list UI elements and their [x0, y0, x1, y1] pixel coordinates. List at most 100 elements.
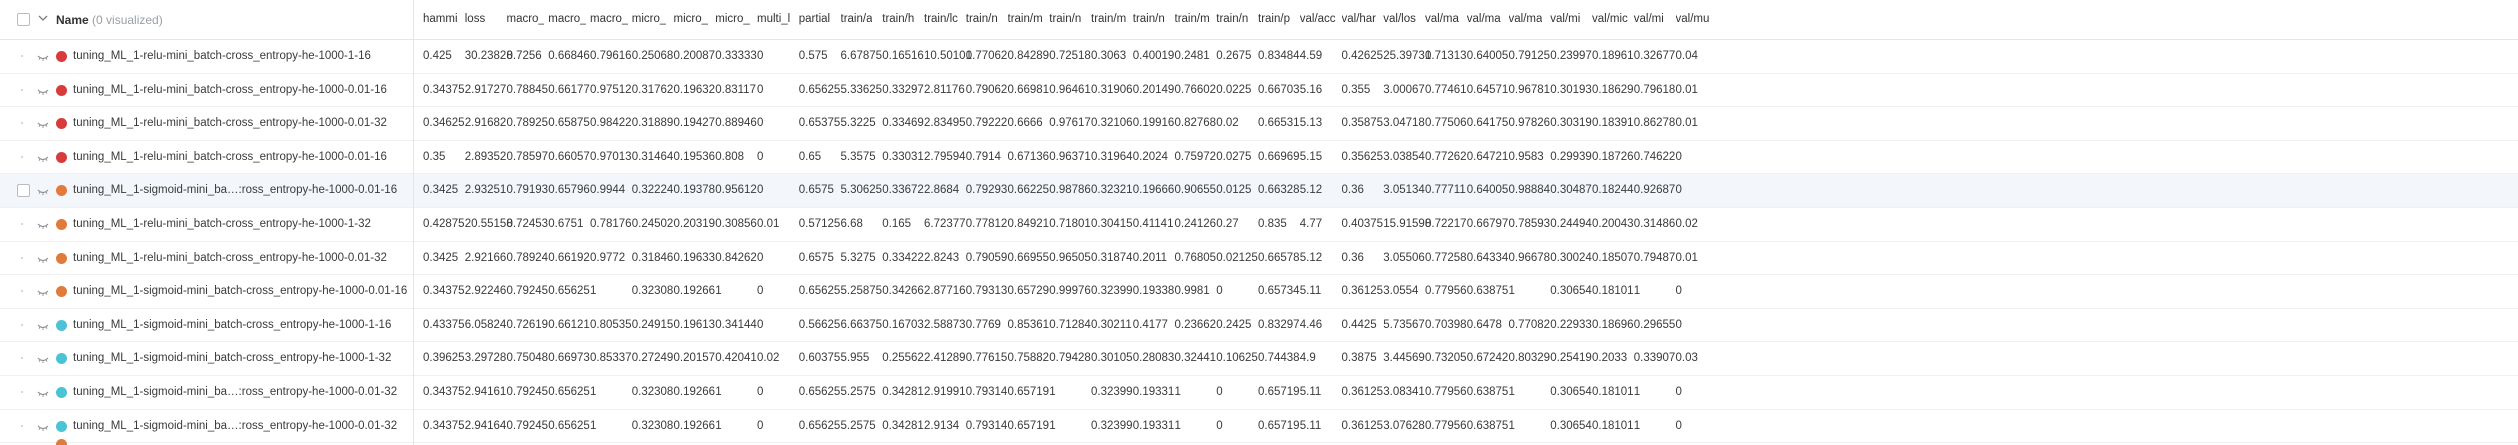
- column-header[interactable]: val/mic: [1592, 13, 1628, 25]
- visibility-toggle-icon[interactable]: [37, 152, 49, 164]
- run-name-cell[interactable]: tuning_ML_1-relu-mini_batch-cross_entrop…: [0, 208, 414, 242]
- column-header[interactable]: train/h: [882, 13, 915, 25]
- visibility-toggle-icon[interactable]: [37, 286, 49, 298]
- column-header[interactable]: val/ma: [1508, 13, 1543, 25]
- run-color-dot[interactable]: [56, 219, 67, 230]
- run-name-cell[interactable]: tuning_ML_1-relu-mini_batch-cross_entrop…: [0, 73, 414, 108]
- run-color-dot[interactable]: [56, 151, 67, 163]
- visibility-toggle-icon[interactable]: [37, 353, 49, 365]
- run-name-link[interactable]: tuning_ML_1-sigmoid-mini_ba…:ross_entrop…: [73, 419, 398, 432]
- column-header[interactable]: micro_: [673, 13, 709, 25]
- run-color-dot[interactable]: [56, 319, 67, 331]
- column-header[interactable]: train/n: [1216, 13, 1249, 25]
- run-name-link[interactable]: tuning_ML_1-sigmoid-mini_ba…:ross_entrop…: [73, 386, 398, 398]
- name-column-header[interactable]: Name (0 visualized): [0, 0, 414, 40]
- column-header[interactable]: macro_: [590, 13, 628, 25]
- column-header[interactable]: train/n: [1049, 13, 1082, 25]
- run-name-link[interactable]: tuning_ML_1-relu-mini_batch-cross_entrop…: [73, 117, 387, 130]
- column-header[interactable]: val/ma: [1466, 13, 1501, 25]
- table-row[interactable]: tuning_ML_1-relu-mini_batch-cross_entrop…: [0, 73, 2518, 108]
- drag-handle-icon[interactable]: [21, 424, 23, 427]
- column-header[interactable]: multi_l: [757, 13, 791, 25]
- run-color-dot[interactable]: [56, 84, 67, 96]
- run-name-cell[interactable]: tuning_ML_1-sigmoid-mini_ba…:ross_entrop…: [0, 174, 414, 208]
- table-row[interactable]: tuning_ML_1-relu-mini_batch-cross_entrop…: [0, 140, 2518, 175]
- chevron-down-icon[interactable]: [37, 12, 49, 24]
- visibility-toggle-icon[interactable]: [37, 51, 49, 63]
- column-header[interactable]: train/n: [1132, 13, 1165, 25]
- visibility-toggle-icon[interactable]: [37, 85, 49, 97]
- drag-handle-icon[interactable]: [21, 357, 23, 360]
- run-name-cell[interactable]: tuning_ML_1-sigmoid-mini_ba…:ross_entrop…: [0, 409, 414, 444]
- visibility-toggle-icon[interactable]: [37, 387, 49, 399]
- table-row[interactable]: tuning_ML_1-relu-mini_batch-cross_entrop…: [0, 208, 2518, 242]
- visibility-toggle-icon[interactable]: [37, 421, 49, 433]
- table-row[interactable]: tuning_ML_1-sigmoid-mini_batch-cross_ent…: [0, 275, 2518, 309]
- column-header[interactable]: train/p: [1258, 13, 1290, 25]
- column-header[interactable]: macro_: [506, 13, 545, 25]
- drag-handle-icon[interactable]: [21, 88, 23, 91]
- drag-handle-icon[interactable]: [21, 323, 23, 326]
- run-color-dot[interactable]: [56, 420, 67, 432]
- run-color-dot[interactable]: [56, 286, 67, 298]
- column-header[interactable]: train/m: [1007, 13, 1043, 25]
- run-name-link[interactable]: tuning_ML_1-sigmoid-mini_ba…:ross_entrop…: [73, 184, 398, 197]
- visibility-toggle-icon[interactable]: [37, 219, 49, 231]
- column-header[interactable]: train/lc: [924, 13, 958, 25]
- run-name-cell[interactable]: tuning_ML_1-sigmoid-mini_batch-cross_ent…: [0, 275, 414, 309]
- run-color-dot[interactable]: [56, 439, 67, 445]
- table-row[interactable]: tuning_ML_1-relu-mini_batch-cross_entrop…: [0, 40, 2518, 74]
- run-name-cell[interactable]: tuning_ML_1-relu-mini_batch-cross_entrop…: [0, 40, 414, 74]
- table-row[interactable]: tuning_ML_1-relu-mini_batch-cross_entrop…: [0, 107, 2518, 141]
- column-header[interactable]: val/mi: [1550, 13, 1581, 25]
- run-name-link[interactable]: tuning_ML_1-relu-mini_batch-cross_entrop…: [73, 150, 387, 163]
- drag-handle-icon[interactable]: [21, 391, 23, 393]
- run-name-link[interactable]: tuning_ML_1-sigmoid-mini_batch-cross_ent…: [73, 285, 408, 298]
- run-color-dot[interactable]: [56, 51, 67, 62]
- column-header[interactable]: micro_: [631, 13, 667, 25]
- table-row-partial[interactable]: [0, 437, 414, 445]
- visibility-toggle-icon[interactable]: [37, 118, 49, 130]
- run-color-dot[interactable]: [56, 118, 67, 130]
- run-name-cell[interactable]: tuning_ML_1-relu-mini_batch-cross_entrop…: [0, 241, 414, 276]
- column-header[interactable]: val/har: [1341, 13, 1377, 25]
- run-name-cell[interactable]: tuning_ML_1-sigmoid-mini_ba…:ross_entrop…: [0, 376, 414, 410]
- column-header[interactable]: macro_: [548, 13, 586, 25]
- column-header[interactable]: train/m: [1174, 13, 1210, 25]
- column-header[interactable]: val/mu: [1675, 13, 1710, 25]
- column-header[interactable]: val/los: [1383, 13, 1416, 25]
- visibility-toggle-icon[interactable]: [37, 185, 49, 197]
- run-name-link[interactable]: tuning_ML_1-sigmoid-mini_batch-cross_ent…: [73, 352, 392, 365]
- table-row[interactable]: tuning_ML_1-sigmoid-mini_ba…:ross_entrop…: [0, 174, 2518, 208]
- row-checkbox[interactable]: [17, 184, 30, 198]
- drag-handle-icon[interactable]: [21, 256, 23, 259]
- drag-handle-icon[interactable]: [21, 223, 23, 225]
- visibility-toggle-icon[interactable]: [37, 253, 49, 265]
- run-name-link[interactable]: tuning_ML_1-relu-mini_batch-cross_entrop…: [73, 83, 387, 96]
- table-row[interactable]: tuning_ML_1-relu-mini_batch-cross_entrop…: [0, 241, 2518, 276]
- run-name-cell[interactable]: tuning_ML_1-relu-mini_batch-cross_entrop…: [0, 140, 414, 175]
- run-color-dot[interactable]: [56, 252, 67, 264]
- column-header[interactable]: micro_: [715, 13, 750, 25]
- visibility-toggle-icon[interactable]: [37, 320, 49, 332]
- drag-handle-icon[interactable]: [21, 155, 23, 158]
- column-header[interactable]: loss: [464, 13, 486, 25]
- run-name-link[interactable]: tuning_ML_1-relu-mini_batch-cross_entrop…: [73, 218, 371, 230]
- column-header[interactable]: hammi: [423, 13, 458, 25]
- column-header[interactable]: train/a: [840, 13, 873, 25]
- table-row[interactable]: tuning_ML_1-sigmoid-mini_ba…:ross_entrop…: [0, 409, 2518, 444]
- column-header[interactable]: val/mi: [1633, 13, 1664, 25]
- table-row[interactable]: tuning_ML_1-sigmoid-mini_batch-cross_ent…: [0, 342, 2518, 376]
- drag-handle-icon[interactable]: [21, 290, 23, 293]
- drag-handle-icon[interactable]: [21, 55, 23, 57]
- run-name-cell[interactable]: tuning_ML_1-sigmoid-mini_batch-cross_ent…: [0, 342, 414, 376]
- run-name-link[interactable]: tuning_ML_1-relu-mini_batch-cross_entrop…: [73, 251, 387, 264]
- run-name-cell[interactable]: tuning_ML_1-sigmoid-mini_batch-cross_ent…: [0, 308, 414, 343]
- column-header[interactable]: train/n: [965, 13, 998, 25]
- run-name-link[interactable]: tuning_ML_1-relu-mini_batch-cross_entrop…: [73, 50, 371, 62]
- run-name-cell[interactable]: tuning_ML_1-relu-mini_batch-cross_entrop…: [0, 107, 414, 141]
- select-all-checkbox[interactable]: [17, 13, 30, 26]
- run-color-dot[interactable]: [56, 185, 67, 197]
- run-name-link[interactable]: tuning_ML_1-sigmoid-mini_batch-cross_ent…: [73, 318, 392, 331]
- table-row[interactable]: tuning_ML_1-sigmoid-mini_batch-cross_ent…: [0, 308, 2518, 343]
